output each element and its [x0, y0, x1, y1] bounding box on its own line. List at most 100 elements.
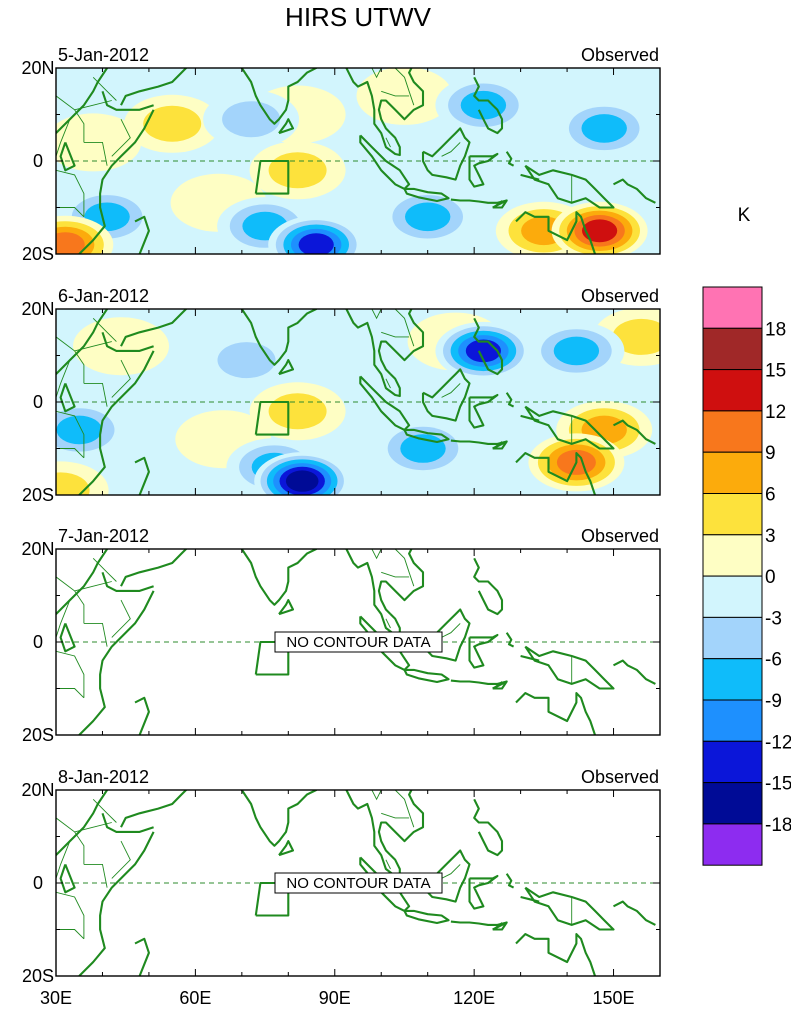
panel-date: 7-Jan-2012 — [58, 526, 149, 546]
anomaly-field — [56, 68, 660, 254]
coastline — [278, 840, 295, 857]
lon-label: 120E — [453, 988, 495, 1008]
colorbar-level: 6 — [765, 485, 776, 506]
country-border — [385, 618, 391, 629]
anomaly-band — [356, 68, 453, 125]
panel-label: Observed — [581, 767, 659, 787]
coastline — [473, 76, 504, 135]
colorbar-swatch — [702, 658, 763, 701]
map-panel: 8-Jan-2012 Observed 20N 0 20S NO CONTOUR DATA — [21, 767, 661, 986]
panel-date: 5-Jan-2012 — [58, 45, 149, 65]
map-panel: 5-Jan-2012 Observed 20N 0 20S — [21, 45, 661, 264]
coastline — [613, 419, 656, 445]
coastline — [403, 428, 450, 444]
country-border — [56, 650, 85, 698]
lat-label: 0 — [33, 151, 43, 171]
colorbar-level: -3 — [765, 608, 782, 629]
country-border — [56, 410, 85, 458]
coastline — [515, 692, 596, 735]
coastline — [78, 831, 155, 976]
coastline — [56, 790, 108, 856]
anomaly-band — [217, 342, 276, 379]
coastline — [240, 309, 318, 366]
colorbar-level: 18 — [765, 319, 786, 340]
coastline — [492, 199, 508, 209]
panel-label: Observed — [581, 526, 659, 546]
country-border — [371, 68, 415, 106]
coastline — [59, 623, 76, 653]
map-panel: 7-Jan-2012 Observed 20N 0 20S NO CONTOUR DATA — [21, 526, 661, 745]
lat-label: 20S — [22, 966, 54, 986]
coastline — [240, 68, 318, 125]
coastline — [101, 90, 154, 111]
coastline — [59, 383, 76, 413]
country-border — [111, 118, 131, 157]
coastline — [59, 142, 76, 172]
coastline — [56, 549, 108, 615]
coastline — [468, 633, 499, 669]
coastline — [450, 439, 507, 445]
country-border — [83, 863, 108, 888]
coastline — [377, 549, 425, 615]
country-border — [385, 137, 391, 148]
lat-label: 20N — [21, 58, 54, 78]
coastline — [524, 164, 615, 209]
country-border — [56, 688, 85, 699]
anomaly-band — [56, 232, 85, 254]
coastline — [492, 680, 508, 690]
coastline — [56, 68, 108, 134]
colorbar-level: 15 — [765, 361, 786, 382]
lon-label: 90E — [319, 988, 351, 1008]
coastline — [278, 359, 295, 376]
country-border — [381, 90, 410, 97]
anomaly-band — [268, 393, 327, 430]
country-border — [56, 891, 85, 939]
colorbar-level: -6 — [765, 650, 782, 671]
country-border — [381, 571, 410, 578]
coastline — [403, 187, 450, 203]
coastline — [505, 873, 515, 889]
coastline — [345, 68, 401, 157]
anomaly-field — [56, 309, 660, 495]
country-border — [111, 599, 131, 638]
country-border — [56, 359, 71, 398]
longitude-axis: 30E 60E 90E 120E 150E — [40, 988, 635, 1008]
lat-label: 0 — [33, 632, 43, 652]
lat-label: 20N — [21, 299, 54, 319]
coastline — [520, 173, 540, 181]
coastline — [492, 440, 508, 450]
coastline — [468, 152, 499, 188]
colorbar-swatch — [702, 575, 763, 618]
lat-label: 20S — [22, 244, 54, 264]
country-border — [371, 309, 415, 347]
coastline — [515, 933, 596, 976]
country-border — [385, 859, 391, 870]
anomaly-band — [581, 114, 627, 143]
colorbar-swatch — [702, 451, 763, 495]
colorbar-level: 12 — [765, 402, 786, 423]
colorbar-level: -18 — [765, 815, 791, 836]
country-border — [56, 929, 85, 940]
coastline — [473, 798, 504, 857]
country-border — [56, 599, 71, 638]
coastline — [524, 886, 615, 931]
coastline — [473, 557, 504, 616]
coastline — [520, 654, 540, 662]
coastline — [421, 849, 471, 903]
colorbar-swatch — [702, 740, 763, 784]
panel-date: 6-Jan-2012 — [58, 286, 149, 306]
country-border — [441, 864, 461, 879]
coastline — [240, 790, 318, 847]
country-border — [441, 623, 461, 638]
coastline — [377, 309, 425, 375]
colorbar: 18 15 12 9 6 3 0 -3 -6 -9 -12 -15 -18 — [702, 286, 791, 866]
map-panels: 5-Jan-2012 Observed 20N 0 20S 6-Jan-2012 Obser… — [21, 45, 661, 986]
coastline — [505, 151, 515, 167]
country-border — [56, 336, 85, 384]
coastline — [613, 178, 656, 204]
country-border — [83, 141, 108, 166]
coastline — [78, 590, 155, 735]
country-border — [56, 817, 85, 865]
coastline — [505, 392, 515, 408]
coastline — [120, 790, 188, 828]
